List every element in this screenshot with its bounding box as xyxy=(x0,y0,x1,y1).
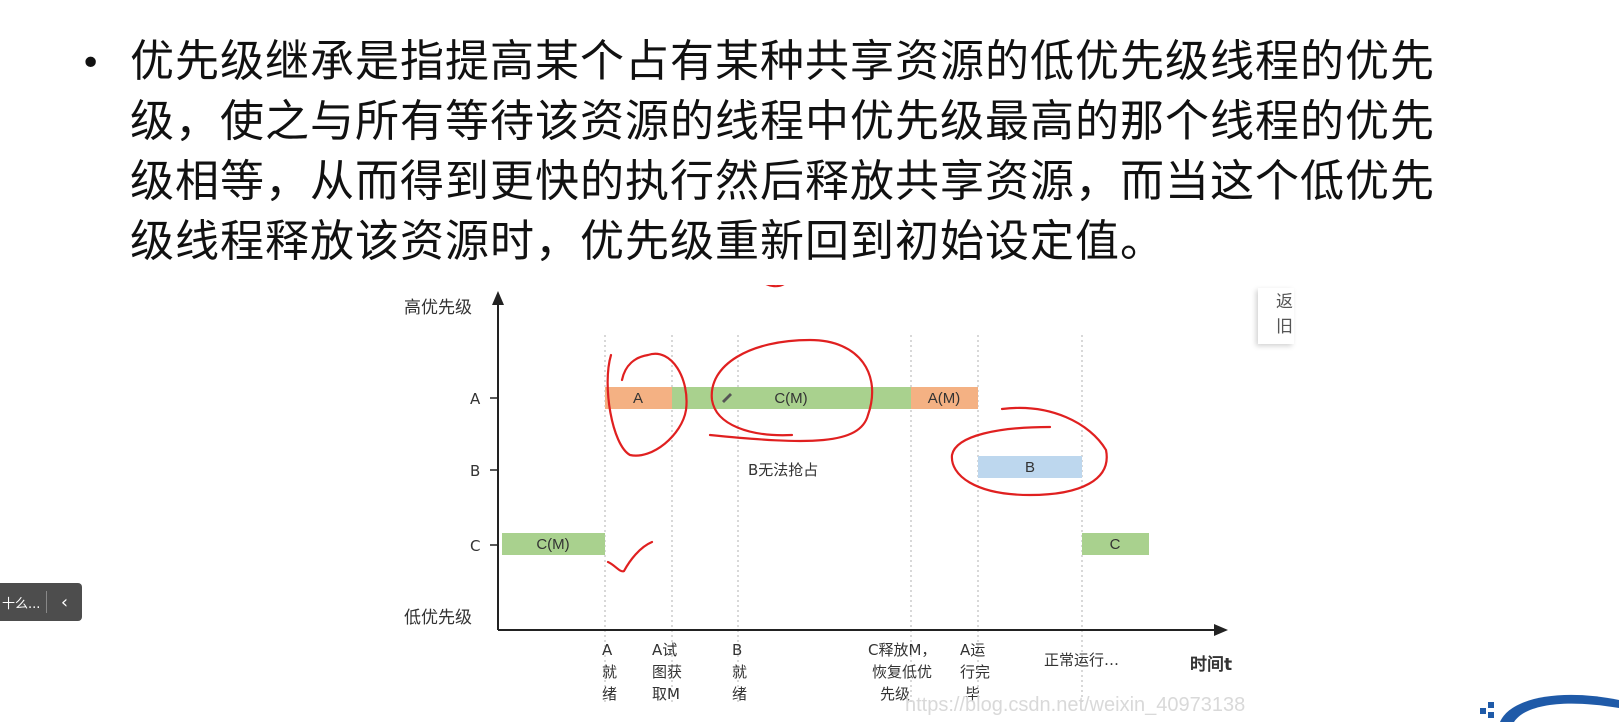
side-popup-card[interactable]: 返 旧 xyxy=(1258,288,1294,344)
toolbar-divider xyxy=(46,591,47,613)
event-label: 行完 xyxy=(960,663,990,681)
bar-a-m xyxy=(911,387,978,409)
pen-cursor-icon xyxy=(722,393,732,403)
annotation-circle-c xyxy=(708,338,874,443)
paragraph-line: 级相等，从而得到更快的执行然后释放共享资源，而当这个低优先 xyxy=(130,156,1435,207)
bar-c-m xyxy=(502,533,605,555)
priority-inheritance-diagram: 高优先级 低优先级 时间t A B C A C(M) A(M) B C(M) C… xyxy=(390,285,1290,722)
annotation-mark-top xyxy=(765,285,785,288)
popup-line: 返 xyxy=(1276,292,1293,312)
event-label: 先级 xyxy=(880,685,910,703)
annotation-check-icon xyxy=(606,540,654,573)
bar-c-label: C xyxy=(1110,536,1121,553)
y-axis-top-label: 高优先级 xyxy=(404,298,472,318)
event-label: 取M xyxy=(652,685,680,703)
bar-b xyxy=(978,456,1082,478)
event-label: 恢复低优 xyxy=(872,663,932,681)
event-label: C释放M， xyxy=(868,641,936,659)
bar-a xyxy=(605,387,672,409)
bar-b-label: B xyxy=(1025,459,1035,476)
row-label-c: C xyxy=(470,537,480,555)
event-label: 毕 xyxy=(965,685,980,703)
event-label: 正常运行… xyxy=(1044,651,1119,669)
bullet-paragraph: 优先级继承是指提高某个占有某种共享资源的低优先级线程的优先 级，使之与所有等待该… xyxy=(130,32,1435,272)
y-axis-arrow-icon xyxy=(492,291,504,305)
bar-c-m-label: C(M) xyxy=(536,536,569,553)
corner-logo-icon xyxy=(1480,690,1619,722)
row-label-a: A xyxy=(470,390,481,408)
floating-toolbar: 十么... ‹ xyxy=(0,583,82,621)
paragraph-line: 级线程释放该资源时，优先级重新回到初始设定值。 xyxy=(130,216,1165,267)
event-label: 绪 xyxy=(732,685,747,703)
annotation-circle-b xyxy=(950,406,1108,497)
annotation-circle-a xyxy=(606,352,688,457)
bar-a-label: A xyxy=(633,390,643,407)
event-label: 就 xyxy=(732,663,747,681)
x-axis-label: 时间t xyxy=(1190,654,1232,675)
bar-a-m-label: A(M) xyxy=(928,390,961,407)
bar-c xyxy=(1082,533,1149,555)
bar-c-m-inherited-label: C(M) xyxy=(774,390,807,407)
bullet-icon: • xyxy=(80,43,102,84)
paragraph-line: 级，使之与所有等待该资源的线程中优先级最高的那个线程的优先 xyxy=(130,96,1435,147)
event-label: 图获 xyxy=(652,663,682,681)
no-preempt-note: B无法抢占 xyxy=(748,461,818,479)
watermark: https://blog.csdn.net/weixin_40973138 xyxy=(905,694,1246,716)
event-label: A xyxy=(602,641,613,659)
event-label: 绪 xyxy=(602,685,617,703)
toolbar-text[interactable]: 十么... xyxy=(2,596,41,612)
popup-line: 旧 xyxy=(1276,317,1293,337)
x-axis-arrow-icon xyxy=(1214,624,1228,636)
chevron-left-icon[interactable]: ‹ xyxy=(60,591,69,613)
event-label: A试 xyxy=(652,641,677,659)
row-label-b: B xyxy=(470,462,480,480)
bar-c-m-inherited xyxy=(672,387,911,409)
paragraph-line: 优先级继承是指提高某个占有某种共享资源的低优先级线程的优先 xyxy=(130,36,1435,87)
event-label: B xyxy=(732,641,742,659)
event-label: 就 xyxy=(602,663,617,681)
y-axis-bottom-label: 低优先级 xyxy=(404,608,472,628)
event-label: A运 xyxy=(960,641,985,659)
